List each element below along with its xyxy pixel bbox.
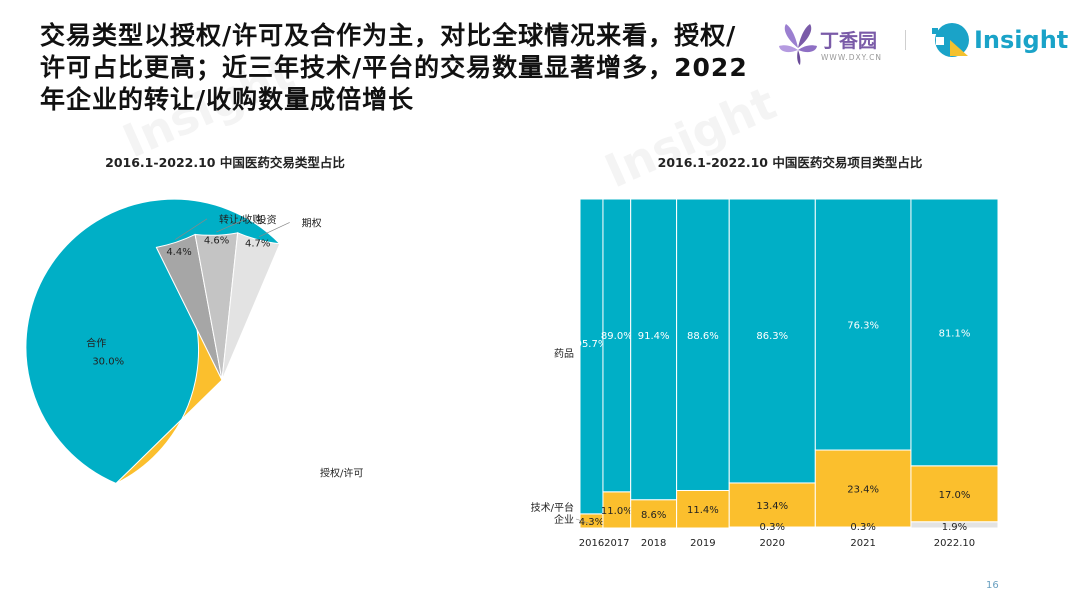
marimekko-chart-title: 2016.1-2022.10 中国医药交易项目类型占比 — [657, 155, 923, 170]
marimekko-x-tick-label: 2021 — [850, 538, 875, 549]
dxy-logo: 丁香园 WWW.DXY.CN — [778, 20, 908, 70]
marimekko-segment — [602, 491, 632, 529]
insight-logo: Insight — [930, 18, 1070, 64]
pie-value-label: 56.3% — [298, 439, 330, 450]
marimekko-value-label: 76.3% — [847, 321, 879, 332]
marimekko-x-tick-label: 2018 — [641, 538, 666, 549]
pie-value-label: 30.0% — [92, 357, 124, 368]
insight-mark-icon — [932, 23, 969, 57]
marimekko-value-label: 91.4% — [638, 331, 670, 342]
marimekko-value-label: 95.7% — [576, 339, 608, 350]
marimekko-segment — [676, 198, 730, 491]
marimekko-segment — [910, 198, 999, 467]
marimekko-value-label: 0.3% — [760, 522, 785, 533]
marimekko-x-tick-label: 2017 — [604, 538, 629, 549]
series-label-company: 企业 — [554, 513, 574, 526]
marimekko-value-label: 0.3% — [850, 522, 875, 533]
pie-category-label: 期权 — [302, 216, 322, 229]
marimekko-value-label: 17.0% — [939, 490, 971, 501]
marimekko-x-tick-label: 2016 — [579, 538, 604, 549]
logo-divider — [905, 30, 906, 50]
marimekko-x-tick-label: 2019 — [690, 538, 715, 549]
dxy-logo-url: WWW.DXY.CN — [821, 53, 882, 62]
marimekko-segment — [728, 482, 816, 528]
insight-logo-name: Insight — [974, 26, 1069, 54]
marimekko-value-label: 8.6% — [641, 510, 666, 521]
marimekko-segment — [602, 198, 632, 493]
dxy-logo-name: 丁香园 — [820, 30, 878, 52]
marimekko-value-label: 81.1% — [939, 328, 971, 339]
pie-value-label: 4.6% — [204, 236, 229, 247]
marimekko-segment — [814, 198, 912, 451]
marimekko-value-label: 11.0% — [601, 506, 633, 517]
series-label-drug: 药品 — [554, 348, 574, 360]
marimekko-value-label: 23.4% — [847, 485, 879, 496]
marimekko-segment — [630, 198, 678, 501]
pie-leader-line — [175, 218, 208, 240]
marimekko-chart: 95.7% 4.3% 2016 89.0% 11.0% 2017 91.4% 8.6% 2018… — [531, 198, 999, 549]
leader-line — [575, 518, 592, 525]
marimekko-segment — [728, 198, 816, 484]
marimekko-value-label: 13.4% — [756, 501, 788, 512]
marimekko-segment — [814, 449, 912, 528]
pie-category-label: 合作 — [86, 337, 106, 350]
slide-headline: 交易类型以授权/许可及合作为主，对比全球情况来看，授权/许可占比更高；近三年技术… — [40, 21, 748, 114]
pie-value-label: 4.7% — [245, 238, 270, 249]
series-label-tech: 技术/平台 — [531, 501, 574, 514]
marimekko-x-tick-label: 2020 — [760, 538, 785, 549]
pie-category-label: 授权/许可 — [320, 467, 363, 480]
marimekko-value-label: 88.6% — [687, 331, 719, 342]
pie-value-label: 4.4% — [166, 247, 191, 258]
pie-category-label: 转让/收购 — [219, 213, 262, 226]
marimekko-value-label: 4.3% — [579, 517, 604, 528]
marimekko-value-label: 1.9% — [942, 522, 967, 533]
marimekko-segment — [676, 489, 730, 529]
marimekko-value-label: 11.4% — [687, 505, 719, 516]
marimekko-value-label: 89.0% — [601, 331, 633, 342]
pie-chart: 56.3% 授权/许可 30.0% 合作 4.4% 转让/收购 4.6% 投资 4.7% 期权 — [25, 198, 363, 484]
marimekko-segment — [910, 465, 999, 523]
marimekko-segment — [630, 499, 678, 529]
flower-icon — [779, 24, 817, 65]
pie-category-label: 投资 — [257, 214, 277, 227]
pie-leader-line — [216, 219, 245, 233]
pie-slice — [221, 232, 281, 381]
page-number: 16 — [986, 580, 999, 591]
marimekko-segment — [579, 198, 604, 515]
marimekko-x-tick-label: 2022.10 — [934, 538, 975, 549]
pie-chart-title: 2016.1-2022.10 中国医药交易类型占比 — [105, 155, 345, 170]
pie-leader-line — [259, 222, 290, 238]
marimekko-value-label: 86.3% — [756, 331, 788, 342]
